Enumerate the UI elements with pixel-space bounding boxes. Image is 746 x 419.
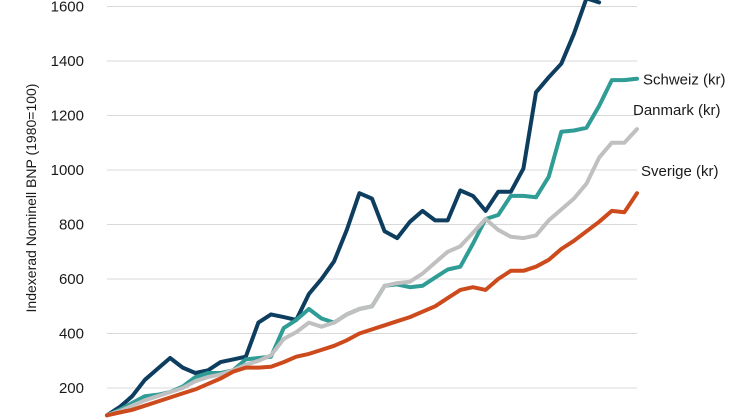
series-line-sverige — [105, 191, 639, 418]
series-labels: Schweiz (kr) Danmark (kr) Sverige (kr) — [633, 72, 726, 180]
y-tick-label-1000: 1000 — [51, 162, 84, 179]
series-line-schweiz — [105, 76, 639, 418]
y-tick-label-1400: 1400 — [51, 53, 84, 70]
series-lines — [105, 0, 639, 418]
y-tick-label-200: 200 — [59, 380, 84, 397]
gridlines — [107, 6, 637, 389]
y-axis-title: Indexerad Nominell BNP (1980=100) — [23, 84, 39, 313]
series-line-danmark — [105, 127, 639, 418]
series-label-danmark: Danmark (kr) — [633, 102, 721, 119]
y-tick-label-1600: 1600 — [51, 0, 84, 16]
y-tick-label-400: 400 — [59, 326, 84, 343]
y-axis-ticks: 200 400 600 800 1000 1200 1400 1600 — [51, 0, 84, 397]
y-tick-label-800: 800 — [59, 217, 84, 234]
y-tick-label-600: 600 — [59, 271, 84, 288]
series-label-sverige: Sverige (kr) — [641, 163, 719, 180]
series-label-schweiz: Schweiz (kr) — [643, 72, 726, 89]
series-line-unlabeled — [105, 0, 602, 418]
y-tick-label-1200: 1200 — [51, 108, 84, 125]
